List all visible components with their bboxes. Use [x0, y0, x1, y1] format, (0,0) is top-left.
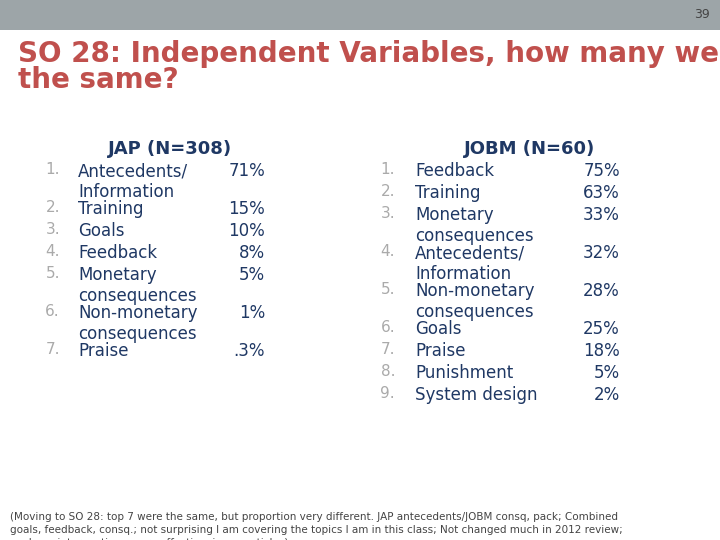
Text: 4.: 4.	[380, 244, 395, 259]
Text: 8.: 8.	[380, 364, 395, 379]
Text: 10%: 10%	[228, 222, 265, 240]
Text: 39: 39	[694, 8, 710, 22]
Text: 6.: 6.	[45, 304, 60, 319]
Text: Goals: Goals	[415, 320, 462, 338]
Text: 1.: 1.	[380, 162, 395, 177]
Text: Feedback: Feedback	[78, 244, 157, 262]
Text: 9.: 9.	[380, 386, 395, 401]
Text: 33%: 33%	[583, 206, 620, 224]
Text: 4.: 4.	[45, 244, 60, 259]
Text: Training: Training	[415, 184, 480, 202]
Text: SO 28: Independent Variables, how many were: SO 28: Independent Variables, how many w…	[18, 40, 720, 68]
Text: 7.: 7.	[45, 342, 60, 357]
Text: 6.: 6.	[380, 320, 395, 335]
Text: 5%: 5%	[239, 266, 265, 284]
Text: Praise: Praise	[78, 342, 128, 360]
Text: 63%: 63%	[583, 184, 620, 202]
Text: 3.: 3.	[45, 222, 60, 237]
Text: (Moving to SO 28: top 7 were the same, but proportion very different. JAP antece: (Moving to SO 28: top 7 were the same, b…	[10, 512, 623, 540]
Text: 5.: 5.	[45, 266, 60, 281]
Text: 7.: 7.	[380, 342, 395, 357]
Text: the same?: the same?	[18, 66, 179, 94]
Text: 2.: 2.	[380, 184, 395, 199]
Text: 75%: 75%	[583, 162, 620, 180]
Text: 32%: 32%	[583, 244, 620, 262]
Text: 1%: 1%	[239, 304, 265, 322]
Text: Training: Training	[78, 200, 143, 218]
Text: Antecedents/
Information: Antecedents/ Information	[415, 244, 525, 283]
Text: Non-monetary
consequences: Non-monetary consequences	[78, 304, 197, 343]
Text: Antecedents/
Information: Antecedents/ Information	[78, 162, 188, 201]
Text: 2%: 2%	[594, 386, 620, 404]
Text: 71%: 71%	[228, 162, 265, 180]
Text: 18%: 18%	[583, 342, 620, 360]
Text: 8%: 8%	[239, 244, 265, 262]
Text: Monetary
consequences: Monetary consequences	[78, 266, 197, 305]
Text: System design: System design	[415, 386, 538, 404]
Text: Feedback: Feedback	[415, 162, 494, 180]
Text: JAP (N=308): JAP (N=308)	[108, 140, 232, 158]
Text: Monetary
consequences: Monetary consequences	[415, 206, 534, 245]
Text: 2.: 2.	[45, 200, 60, 215]
Text: 3.: 3.	[380, 206, 395, 221]
Text: 28%: 28%	[583, 282, 620, 300]
Text: Punishment: Punishment	[415, 364, 513, 382]
Text: 5%: 5%	[594, 364, 620, 382]
Text: Non-monetary
consequences: Non-monetary consequences	[415, 282, 534, 321]
Text: 25%: 25%	[583, 320, 620, 338]
Text: 15%: 15%	[228, 200, 265, 218]
Text: 1.: 1.	[45, 162, 60, 177]
Text: Praise: Praise	[415, 342, 466, 360]
Text: JOBM (N=60): JOBM (N=60)	[464, 140, 595, 158]
Text: .3%: .3%	[233, 342, 265, 360]
Text: 5.: 5.	[380, 282, 395, 297]
Text: Goals: Goals	[78, 222, 125, 240]
